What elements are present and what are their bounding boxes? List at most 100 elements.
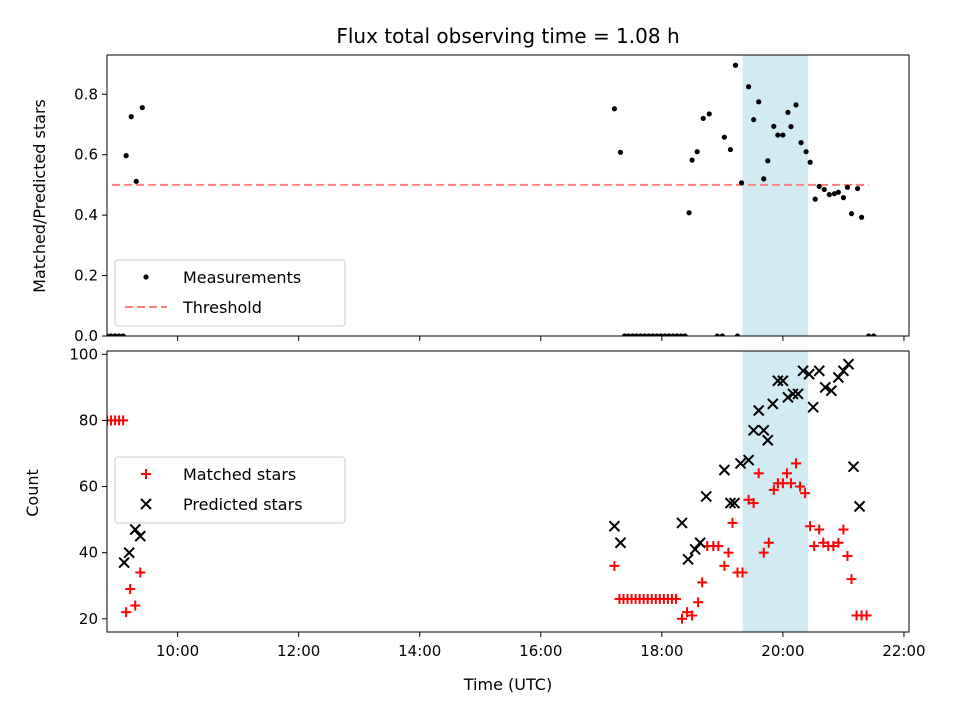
measurement-point (721, 134, 727, 140)
matched-stars-point (693, 597, 704, 608)
measurement-point (714, 333, 720, 336)
matched-stars-point (785, 478, 796, 489)
top-panel: 0.0 0.2 0.4 0.6 0.8 Measurements Threshold (74, 54, 910, 345)
measurement-point (771, 123, 777, 129)
predicted-stars-point (842, 358, 855, 370)
predicted-stars-point (767, 398, 779, 410)
measurement-point (689, 157, 695, 163)
predicted-stars-point (123, 546, 135, 559)
measurement-point (835, 189, 841, 195)
matched-stars-point (805, 521, 816, 532)
measurement-point (682, 333, 688, 336)
measurement-point (670, 333, 676, 336)
measurement-point (756, 99, 762, 105)
matched-stars-point (713, 541, 724, 552)
measurement-point (650, 333, 656, 336)
matched-stars-point (748, 498, 759, 509)
measurement-point (844, 184, 851, 190)
y-tick-label: 0.6 (74, 146, 98, 164)
measurement-point (738, 180, 745, 186)
measurement-point (807, 159, 813, 165)
x-tick-label: 10:00 (156, 642, 199, 660)
measurement-point (611, 106, 618, 112)
predicted-stars-point (747, 424, 760, 437)
measurement-point (108, 333, 114, 336)
measurement-point (854, 185, 861, 192)
matched-stars-point (814, 524, 825, 535)
measurement-point (128, 114, 134, 120)
x-tick-label: 16:00 (519, 642, 562, 660)
predicted-stars-point (718, 464, 731, 476)
bottom-panel: 20 40 60 80 100 10:00 12:00 14:00 16:00 18:00 20:0… (69, 345, 925, 660)
measurement-point (785, 109, 791, 116)
measurement-point (732, 62, 739, 68)
x-tick-label: 18:00 (640, 642, 683, 660)
predicted-stars-point (819, 381, 831, 394)
measurement-point (866, 333, 872, 336)
measurement-point (775, 132, 781, 138)
predicted-stars-point (742, 454, 755, 466)
bottom-y-axis-label: Count (23, 469, 42, 517)
predicted-stars-point (129, 523, 141, 536)
predicted-stars-point (724, 497, 737, 509)
chart-title: Flux total observing time = 1.08 h (336, 24, 679, 48)
measurement-point (798, 140, 804, 146)
matched-stars-point (791, 458, 802, 469)
x-axis-label: Time (UTC) (463, 675, 552, 694)
predicted-stars-point (728, 497, 741, 509)
measurement-point (746, 84, 752, 90)
matched-stars-point (768, 484, 779, 495)
matched-stars-point (781, 468, 792, 479)
matched-stars-point (609, 560, 620, 571)
legend: Measurements Threshold (114, 259, 346, 327)
matched-stars-point (861, 610, 872, 621)
matched-stars-point (846, 574, 857, 585)
measurement-point (133, 178, 139, 184)
measurement-point (826, 191, 832, 198)
legend-marker-x (140, 498, 152, 510)
matched-stars-point (737, 567, 748, 578)
observing-window-span (742, 55, 809, 336)
matched-stars-point (818, 537, 829, 548)
measurement-point (112, 333, 118, 336)
matched-stars-point (743, 494, 754, 505)
axes-frame (106, 54, 910, 337)
y-tick-label: 0.0 (74, 327, 98, 345)
matched-stars-point (828, 541, 839, 552)
matched-stars-point (719, 560, 730, 571)
measurement-point (727, 146, 734, 153)
legend-marker-dot (143, 274, 149, 280)
legend: Matched stars Predicted stars (114, 456, 346, 524)
predicted-stars-point (118, 556, 130, 569)
measurement-point (706, 111, 712, 117)
measurement-point (803, 149, 809, 155)
matched-stars-point (687, 610, 698, 621)
predicted-stars-point (803, 368, 815, 380)
matched-stars-point (800, 488, 811, 499)
measurement-point (139, 104, 145, 111)
measurement-point (123, 153, 129, 159)
predicted-stars-point (837, 365, 850, 377)
measurement-point (831, 191, 837, 197)
matched-stars-point (763, 537, 774, 548)
matched-stars-point (130, 600, 141, 611)
measurement-point (734, 333, 741, 336)
matched-stars-point (727, 517, 738, 528)
measurement-point (858, 214, 865, 220)
matched-stars-point (758, 547, 769, 558)
measurement-point (120, 333, 126, 336)
measurement-point (686, 210, 692, 216)
y-tick-label: 0.4 (74, 206, 98, 224)
predicted-stars-point (832, 371, 845, 384)
measurement-point (848, 211, 855, 217)
predicted-stars-point (700, 490, 712, 503)
measurement-point (700, 115, 706, 122)
predicted-stars-point (772, 375, 784, 387)
measurement-point (788, 124, 794, 130)
measurement-point (812, 196, 818, 202)
matched-stars-point (121, 607, 132, 618)
measurement-point (654, 333, 660, 336)
legend-label: Measurements (183, 268, 301, 287)
measurement-point (694, 149, 700, 155)
